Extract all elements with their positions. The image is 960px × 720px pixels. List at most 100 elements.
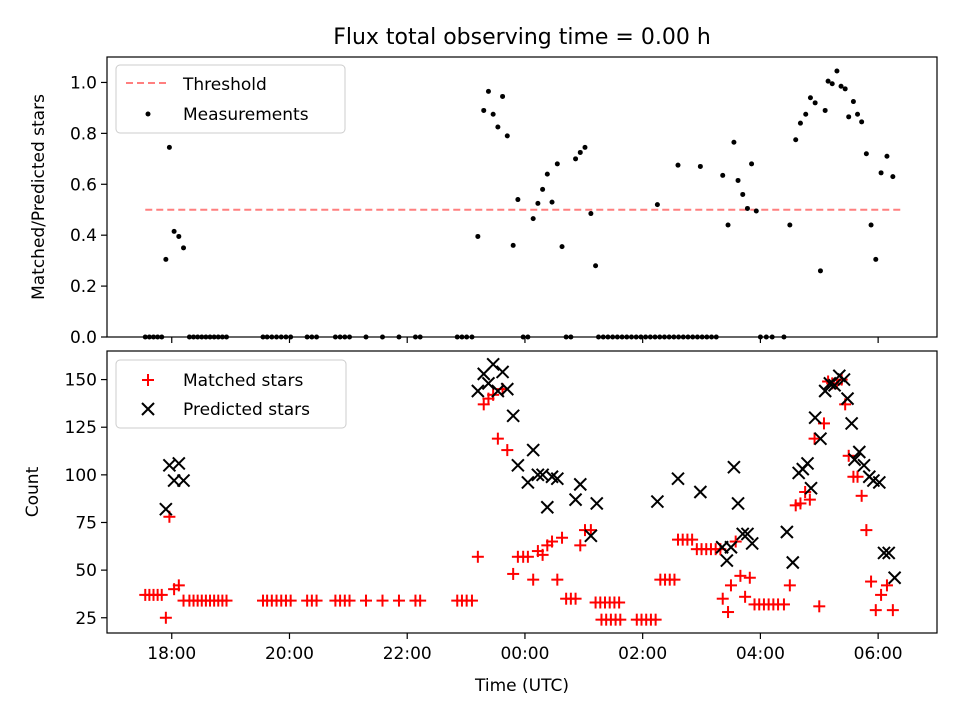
measurement-point [740, 191, 746, 197]
bottom-y-tick-label: 100 [65, 466, 97, 486]
predicted-point [740, 527, 755, 541]
matched-point [739, 590, 752, 603]
top-y-ticks: 0.0 0.2 0.4 0.6 0.8 1.0 [70, 73, 107, 348]
measurement-point [842, 86, 848, 92]
bottom-y-axis-label: Count [23, 466, 43, 517]
predicted-point [731, 496, 745, 511]
measurement-point [873, 256, 879, 262]
predicted-point [650, 494, 665, 509]
measurement-point [588, 211, 594, 217]
predicted-point [780, 525, 794, 539]
measurement-point [559, 244, 565, 250]
top-y-axis-label: Matched/Predicted stars [29, 94, 49, 300]
predicted-point [511, 458, 525, 473]
measurement-point [544, 171, 550, 177]
bottom-y-tick-label: 75 [75, 513, 97, 533]
top-y-tick-label: 0.4 [70, 226, 97, 246]
predicted-point [172, 456, 186, 471]
measurement-point [500, 93, 506, 99]
matched-point [551, 573, 564, 586]
bottom-x-ticks: 18:00 20:00 22:00 00:00 02:00 04:00 06:00 [147, 633, 903, 664]
measurement-point [793, 137, 799, 143]
bottom-legend: Matched stars Predicted stars [115, 359, 347, 429]
measurement-point [475, 233, 481, 239]
predicted-point [590, 496, 604, 511]
matched-point [886, 604, 899, 617]
matched-point [777, 598, 790, 611]
measurement-point [735, 177, 741, 183]
matched-point [808, 432, 821, 445]
predicted-point [531, 468, 545, 482]
measurement-point [530, 216, 536, 222]
matched-point [584, 524, 597, 537]
matched-point [414, 594, 427, 607]
bottom-x-tick-label: 06:00 [854, 644, 903, 664]
predicted-point [837, 372, 851, 387]
top-legend-box [115, 64, 346, 134]
measurement-point [485, 88, 491, 94]
measurement-point [654, 202, 660, 208]
bottom-y-tick-label: 150 [65, 371, 97, 391]
measurement-point [878, 170, 884, 176]
legend-matched-label: Matched stars [183, 371, 303, 391]
matched-point [860, 524, 873, 537]
top-y-tick-label: 0.6 [70, 175, 97, 195]
predicted-point [745, 536, 759, 551]
matched-point [465, 594, 478, 607]
series-matched-stars [139, 373, 899, 626]
predicted-point [844, 416, 859, 431]
measurement-point [731, 139, 737, 145]
measurement-point [884, 153, 890, 159]
predicted-point [786, 555, 800, 570]
legend-threshold-label: Threshold [182, 75, 267, 95]
matched-point [501, 444, 514, 457]
predicted-point [827, 378, 842, 393]
matched-point [724, 579, 737, 592]
matched-point [155, 588, 168, 601]
predicted-point [550, 471, 565, 486]
matched-point [869, 604, 882, 617]
measurement-point [817, 268, 823, 274]
measurement-point [720, 172, 726, 178]
matched-point [842, 449, 855, 462]
measurement-point [166, 144, 172, 150]
matched-point [360, 594, 373, 607]
matched-point [803, 493, 816, 506]
predicted-point [471, 384, 485, 398]
measurement-point [490, 111, 496, 117]
matched-point [851, 470, 864, 483]
matched-point [172, 579, 185, 592]
measurement-point [812, 100, 818, 106]
matched-point [527, 573, 540, 586]
measurement-point [803, 111, 809, 117]
measurement-point [510, 242, 516, 248]
measurement-point [807, 95, 813, 101]
measurement-point [515, 197, 521, 203]
bottom-panel: Count Time (UTC) 25 50 75 100 125 150 18:00 20… [23, 350, 938, 696]
measurement-point [582, 144, 588, 150]
top-y-tick-label: 0.2 [70, 277, 97, 297]
matched-point [865, 575, 878, 588]
predicted-point [521, 475, 535, 490]
legend-measurements-label: Measurements [183, 105, 309, 125]
matched-point [491, 432, 504, 445]
matched-point [880, 579, 893, 592]
measurement-point [822, 107, 828, 113]
predicted-point [693, 485, 708, 499]
matched-point [794, 497, 807, 510]
top-axes-frame [106, 56, 938, 338]
measurement-point [163, 256, 169, 262]
predicted-point [481, 376, 496, 391]
measurement-point [171, 228, 177, 234]
predicted-point [540, 500, 555, 514]
matched-point [614, 613, 627, 626]
measurement-point [504, 133, 510, 139]
measurement-point [495, 124, 501, 130]
measurement-point [535, 200, 541, 206]
bottom-x-tick-label: 18:00 [147, 644, 196, 664]
bottom-y-tick-label: 25 [75, 609, 97, 629]
matched-point [686, 533, 699, 546]
measurement-point [573, 156, 579, 162]
matched-point [722, 606, 735, 619]
